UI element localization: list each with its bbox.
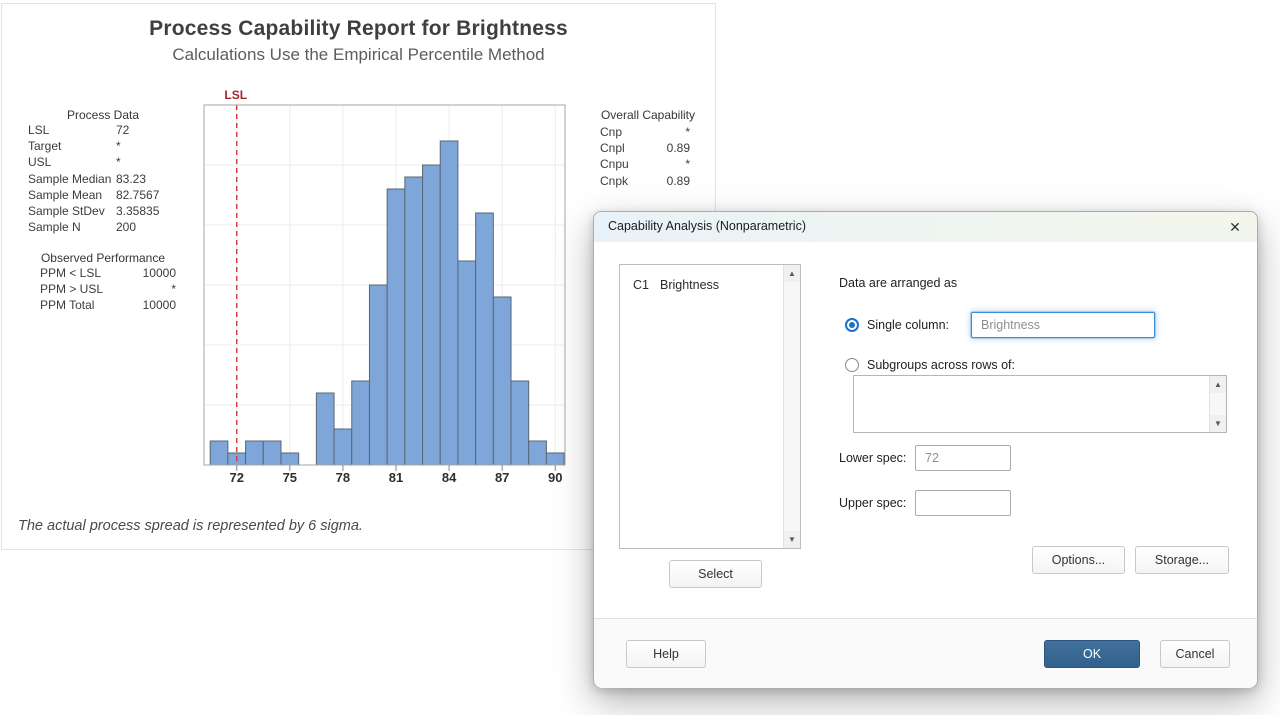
- scroll-up-icon[interactable]: ▲: [784, 265, 800, 282]
- lower-spec-input[interactable]: [915, 445, 1011, 471]
- screen: Process Capability Report for Brightness…: [0, 0, 1280, 715]
- stat-row: Cnpk0.89: [600, 173, 690, 189]
- report-subtitle: Calculations Use the Empirical Percentil…: [2, 45, 715, 65]
- report-title: Process Capability Report for Brightness: [2, 17, 715, 41]
- process-data-panel: Process Data LSL72Target*USL*Sample Medi…: [28, 108, 178, 235]
- single-column-radio[interactable]: [845, 318, 859, 332]
- variables-listbox[interactable]: C1Brightness ▲ ▼: [619, 264, 801, 549]
- single-column-label[interactable]: Single column:: [867, 318, 949, 332]
- cancel-button[interactable]: Cancel: [1160, 640, 1230, 668]
- histogram-bar: [352, 381, 370, 465]
- scroll-up-icon[interactable]: ▲: [1210, 376, 1226, 393]
- stat-row: LSL72: [28, 122, 178, 138]
- histogram-plot: [203, 104, 566, 476]
- close-icon[interactable]: ✕: [1223, 216, 1247, 238]
- options-button[interactable]: Options...: [1032, 546, 1125, 574]
- stat-row: Cnpl0.89: [600, 140, 690, 156]
- x-tick-label: 87: [485, 470, 519, 485]
- histogram-bar: [546, 453, 564, 465]
- list-item[interactable]: C1Brightness: [620, 265, 800, 292]
- select-button[interactable]: Select: [669, 560, 762, 588]
- x-tick-label: 81: [379, 470, 413, 485]
- histogram-bar: [316, 393, 334, 465]
- observed-performance-heading: Observed Performance: [28, 251, 178, 265]
- subgroups-radio[interactable]: [845, 358, 859, 372]
- dialog-title: Capability Analysis (Nonparametric): [608, 219, 806, 233]
- stat-row: Target*: [28, 138, 178, 154]
- histogram-bar: [476, 213, 494, 465]
- data-arranged-label: Data are arranged as: [839, 276, 957, 290]
- stat-row: Sample Median83.23: [28, 171, 178, 187]
- stat-row: PPM Total10000: [28, 297, 178, 313]
- single-column-input[interactable]: [971, 312, 1155, 338]
- histogram-bar: [493, 297, 511, 465]
- stat-row: Cnp*: [600, 124, 690, 140]
- upper-spec-label: Upper spec:: [839, 496, 906, 510]
- stat-row: Sample StDev3.35835: [28, 203, 178, 219]
- subgroups-scrollbar[interactable]: ▲ ▼: [1209, 376, 1226, 432]
- variables-list-items: C1Brightness: [620, 265, 800, 292]
- histogram-bar: [246, 441, 264, 465]
- histogram-bar: [334, 429, 352, 465]
- lower-spec-label: Lower spec:: [839, 451, 906, 465]
- observed-performance-panel: Observed Performance PPM < LSL10000PPM >…: [28, 251, 178, 314]
- process-data-rows: LSL72Target*USL*Sample Median83.23Sample…: [28, 122, 178, 235]
- x-tick-label: 90: [538, 470, 572, 485]
- overall-capability-panel: Cnp*Cnpl0.89Cnpu*Cnpk0.89: [600, 124, 690, 189]
- dialog-titlebar: Capability Analysis (Nonparametric) ✕: [594, 212, 1257, 242]
- scroll-down-icon[interactable]: ▼: [784, 531, 800, 548]
- upper-spec-input[interactable]: [915, 490, 1011, 516]
- histogram-bar: [369, 285, 387, 465]
- subgroups-input[interactable]: ▲ ▼: [853, 375, 1227, 433]
- x-tick-label: 72: [220, 470, 254, 485]
- x-tick-label: 75: [273, 470, 307, 485]
- listbox-scrollbar[interactable]: ▲ ▼: [783, 265, 800, 548]
- histogram-bar: [423, 165, 441, 465]
- scroll-down-icon[interactable]: ▼: [1210, 415, 1226, 432]
- lsl-reference-label: LSL: [221, 88, 251, 102]
- capability-analysis-dialog: Capability Analysis (Nonparametric) ✕ C1…: [593, 211, 1258, 688]
- stat-row: Sample N200: [28, 219, 178, 235]
- histogram-bar: [511, 381, 529, 465]
- histogram-bar: [281, 453, 299, 465]
- overall-capability-rows: Cnp*Cnpl0.89Cnpu*Cnpk0.89: [600, 124, 690, 189]
- x-tick-label: 84: [432, 470, 466, 485]
- overall-capability-heading: Overall Capability: [596, 108, 700, 122]
- subgroups-label[interactable]: Subgroups across rows of:: [867, 358, 1015, 372]
- histogram-bar: [387, 189, 405, 465]
- histogram-bar: [440, 141, 458, 465]
- storage-button[interactable]: Storage...: [1135, 546, 1229, 574]
- stat-row: PPM < LSL10000: [28, 265, 178, 281]
- histogram-bar: [210, 441, 228, 465]
- observed-performance-rows: PPM < LSL10000PPM > USL*PPM Total10000: [28, 265, 178, 314]
- stat-row: PPM > USL*: [28, 281, 178, 297]
- report-footnote: The actual process spread is represented…: [18, 518, 363, 534]
- stat-row: Sample Mean82.7567: [28, 187, 178, 203]
- histogram-bar: [405, 177, 423, 465]
- stat-row: USL*: [28, 154, 178, 170]
- ok-button[interactable]: OK: [1044, 640, 1140, 668]
- stat-row: Cnpu*: [600, 156, 690, 172]
- histogram-bar: [263, 441, 281, 465]
- histogram-bar: [458, 261, 476, 465]
- help-button[interactable]: Help: [626, 640, 706, 668]
- histogram-bar: [529, 441, 547, 465]
- x-tick-label: 78: [326, 470, 360, 485]
- histogram-svg: [203, 104, 566, 472]
- process-data-heading: Process Data: [28, 108, 178, 122]
